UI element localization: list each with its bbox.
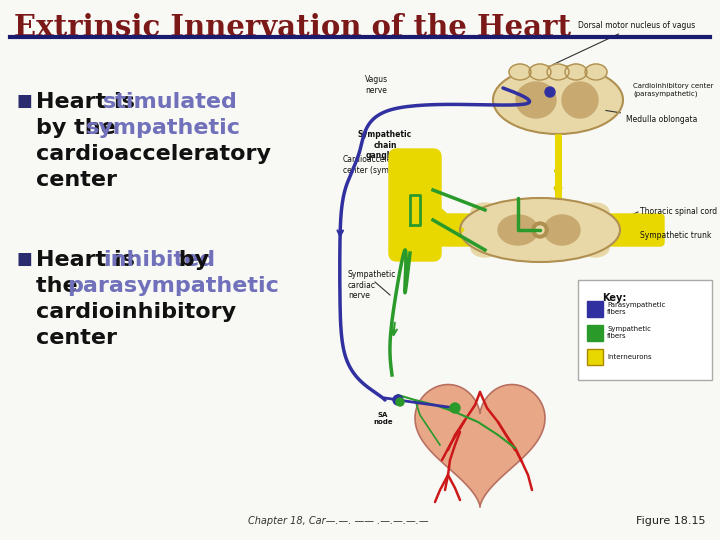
Ellipse shape: [581, 239, 609, 257]
Text: the: the: [36, 276, 86, 296]
Circle shape: [450, 403, 460, 413]
Ellipse shape: [493, 66, 623, 134]
Circle shape: [532, 222, 548, 238]
Text: parasympathetic: parasympathetic: [67, 276, 279, 296]
Ellipse shape: [516, 82, 556, 118]
Text: Extrinsic Innervation of the Heart: Extrinsic Innervation of the Heart: [14, 13, 571, 42]
Circle shape: [545, 87, 555, 97]
Text: by: by: [171, 250, 209, 270]
Ellipse shape: [471, 203, 499, 221]
Circle shape: [396, 398, 404, 406]
Ellipse shape: [509, 64, 531, 80]
Text: cardioacceleratory: cardioacceleratory: [36, 144, 271, 164]
Ellipse shape: [585, 64, 607, 80]
Text: ■: ■: [16, 250, 32, 268]
FancyBboxPatch shape: [587, 301, 603, 317]
Text: ■: ■: [16, 92, 32, 110]
Text: by the: by the: [36, 118, 124, 138]
Text: Vagus
nerve: Vagus nerve: [365, 75, 388, 94]
Polygon shape: [415, 384, 545, 507]
Ellipse shape: [547, 64, 569, 80]
Text: Thoracic spinal cord: Thoracic spinal cord: [640, 207, 717, 217]
Text: Medulla oblongata: Medulla oblongata: [606, 111, 698, 124]
Text: Cardioacceleratory
center (sympathetic): Cardioacceleratory center (sympathetic): [343, 156, 423, 175]
FancyBboxPatch shape: [578, 280, 712, 380]
Ellipse shape: [460, 198, 620, 262]
Text: Parasympathetic
fibers: Parasympathetic fibers: [607, 302, 665, 315]
Text: Figure 18.15: Figure 18.15: [636, 516, 706, 526]
Text: stimulated: stimulated: [103, 92, 238, 112]
Circle shape: [536, 226, 544, 234]
Text: Key:: Key:: [602, 293, 626, 303]
Text: AV
node: AV node: [460, 418, 480, 431]
Text: Sympathetic trunk: Sympathetic trunk: [640, 231, 711, 240]
Circle shape: [393, 395, 403, 405]
Ellipse shape: [565, 64, 587, 80]
Ellipse shape: [581, 203, 609, 221]
Text: center: center: [36, 170, 117, 190]
Text: Dorsal motor nucleus of vagus: Dorsal motor nucleus of vagus: [552, 21, 696, 65]
Text: center: center: [36, 328, 117, 348]
Text: Sympathetic
chain
ganglion: Sympathetic chain ganglion: [358, 130, 412, 160]
Ellipse shape: [498, 215, 538, 245]
Text: Sympathetic
fibers: Sympathetic fibers: [607, 327, 651, 340]
Text: inhibited: inhibited: [103, 250, 215, 270]
Ellipse shape: [544, 215, 580, 245]
Ellipse shape: [562, 82, 598, 118]
Text: SA
node: SA node: [373, 412, 393, 425]
Ellipse shape: [471, 239, 499, 257]
FancyBboxPatch shape: [389, 149, 441, 261]
Text: sympathetic: sympathetic: [86, 118, 241, 138]
FancyBboxPatch shape: [587, 325, 603, 341]
Text: Heart is: Heart is: [36, 250, 143, 270]
Text: Interneurons: Interneurons: [607, 354, 652, 360]
FancyBboxPatch shape: [587, 349, 603, 365]
Text: Chapter 18, Car—.—. —— .—.—.—.—: Chapter 18, Car—.—. —— .—.—.—.—: [248, 516, 428, 526]
Text: Heart is: Heart is: [36, 92, 143, 112]
Text: Sympathetic
cardiac
nerve: Sympathetic cardiac nerve: [348, 270, 397, 300]
Text: Cardioinhibitory center
(parasympathetic): Cardioinhibitory center (parasympathetic…: [633, 83, 714, 97]
Ellipse shape: [529, 64, 551, 80]
FancyBboxPatch shape: [416, 214, 664, 246]
Text: cardioinhibitory: cardioinhibitory: [36, 302, 236, 322]
